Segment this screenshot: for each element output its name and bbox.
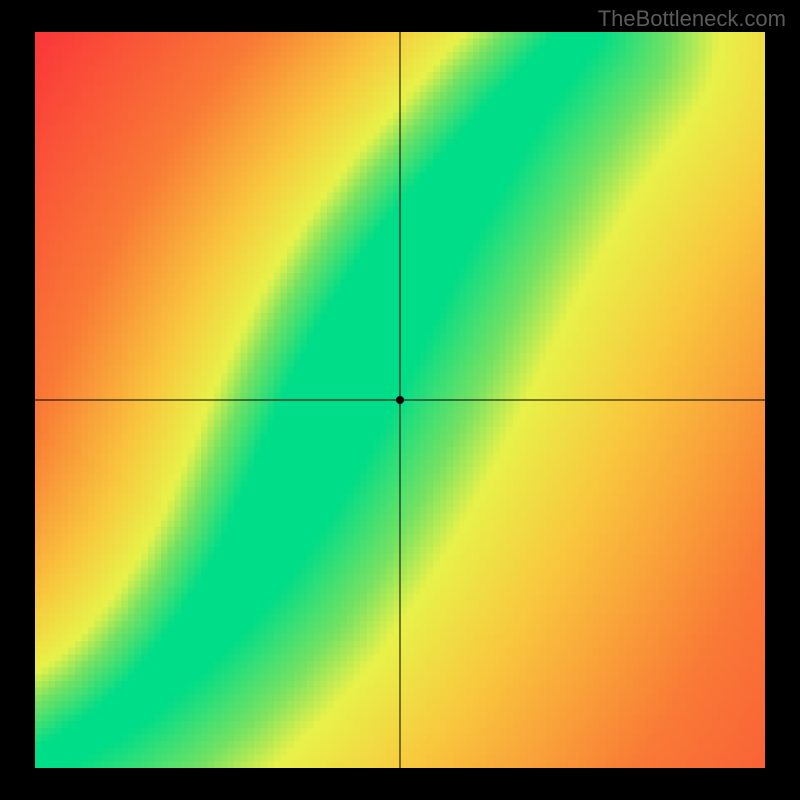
chart-container: TheBottleneck.com <box>0 0 800 800</box>
bottleneck-heatmap <box>35 32 765 768</box>
watermark-text: TheBottleneck.com <box>598 6 786 32</box>
